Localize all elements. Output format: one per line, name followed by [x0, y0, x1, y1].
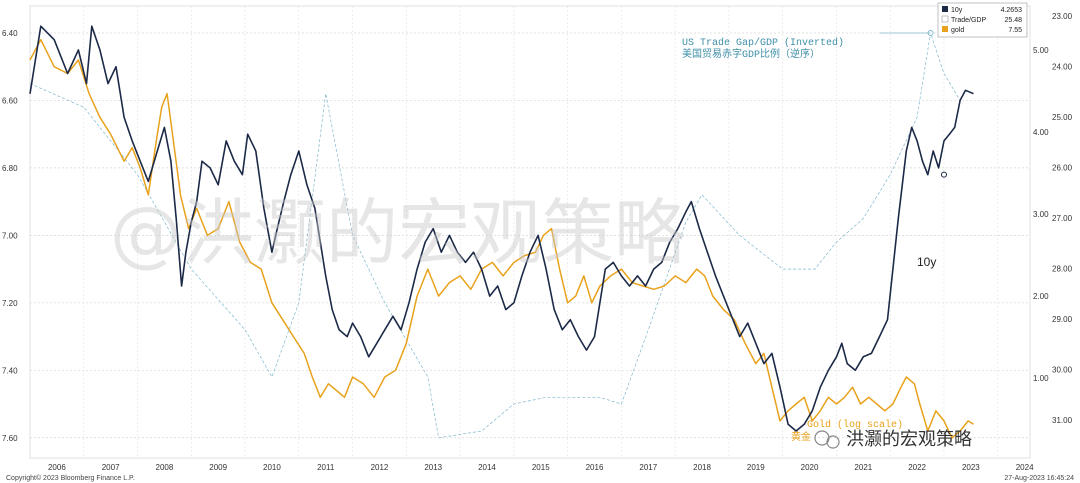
- legend-swatch-gold: [942, 26, 948, 32]
- x-tick-label: 2016: [586, 463, 604, 472]
- footer-timestamp: 27-Aug-2023 16:45:24: [1004, 475, 1074, 482]
- y-tick-left: 7.60: [2, 434, 18, 443]
- legend-value-gold: 7.55: [1008, 27, 1022, 34]
- legend-value-10y: 4.2653: [1001, 7, 1023, 14]
- y-tick-trade: 1.00: [1033, 374, 1049, 383]
- x-tick-label: 2007: [102, 463, 120, 472]
- y-tick-trade: 2.00: [1033, 292, 1049, 301]
- x-tick-label: 2022: [908, 463, 926, 472]
- x-tick-label: 2018: [693, 463, 711, 472]
- y-tick-trade: 4.00: [1033, 128, 1049, 137]
- x-tick-label: 2015: [532, 463, 550, 472]
- x-tick-label: 2012: [371, 463, 389, 472]
- legend-name-10y: 10y: [951, 7, 963, 14]
- x-tick-label: 2010: [263, 463, 281, 472]
- x-tick-label: 2008: [156, 463, 174, 472]
- legend-name-trade: Trade/GDP: [951, 17, 986, 24]
- gold-annotation-cn: 黄金: [791, 430, 811, 444]
- x-tick-label: 2023: [962, 463, 980, 472]
- legend-box: [937, 2, 1028, 38]
- y-tick-gold: 27.00: [1052, 214, 1073, 223]
- gold-annotation: Gold (log scale): [807, 419, 903, 431]
- wechat-icon-small: [826, 435, 840, 449]
- legend-value-trade: 25.48: [1004, 17, 1022, 24]
- x-tick-label: 2011: [317, 463, 335, 472]
- y-tick-left: 6.40: [2, 29, 18, 38]
- y-tick-left: 7.00: [2, 231, 18, 240]
- y-tick-trade: 3.00: [1033, 210, 1049, 219]
- trade-annotation-cn: 美国贸易赤字GDP比例（逆序）: [682, 47, 820, 61]
- legend-swatch-10y: [942, 6, 948, 12]
- y-tick-gold: 30.00: [1052, 366, 1073, 375]
- series-layer: [29, 25, 974, 439]
- series-line-10y: [29, 25, 974, 432]
- y-tick-gold: 25.00: [1052, 113, 1073, 122]
- series-line-gold: [29, 38, 974, 439]
- y-tick-gold: 24.00: [1052, 63, 1073, 72]
- y-tick-left: 6.80: [2, 164, 18, 173]
- y-tick-left: 6.60: [2, 96, 18, 105]
- wechat-watermark: 洪灏的宏观策略: [814, 429, 972, 450]
- watermark-text: @洪灏的宏观策略: [110, 191, 686, 275]
- y-tick-gold: 31.00: [1052, 416, 1073, 425]
- x-tick-label: 2019: [747, 463, 765, 472]
- legend: 10y 4.2653 Trade/GDP 25.48 gold 7.55: [937, 2, 1028, 38]
- wechat-text: 洪灏的宏观策略: [846, 429, 972, 450]
- series-line-trade-gdp: [29, 32, 961, 439]
- y-tick-left: 7.20: [2, 299, 18, 308]
- legend-name-gold: gold: [951, 27, 964, 34]
- x-tick-label: 2014: [478, 463, 496, 472]
- label-10y: 10y: [917, 255, 936, 269]
- y-tick-gold: 26.00: [1052, 164, 1073, 173]
- x-tick-label: 2017: [639, 463, 657, 472]
- y-tick-gold: 23.00: [1052, 12, 1073, 21]
- x-tick-label: 2006: [48, 463, 66, 472]
- x-tick-label: 2024: [1016, 463, 1034, 472]
- y-tick-left: 7.40: [2, 366, 18, 375]
- grid-layer: 6.40 6.60 6.80 7.00 7.20 7.40 7.60 5.00 4.00 3.00…: [2, 5, 1073, 472]
- x-tick-label: 2020: [801, 463, 819, 472]
- y-tick-gold: 29.00: [1052, 315, 1073, 324]
- y-tick-gold: 28.00: [1052, 265, 1073, 274]
- trade-annotation-en: US Trade Gap/GDP (Inverted): [682, 37, 844, 49]
- marker-10y: [940, 171, 947, 178]
- x-tick-label: 2009: [209, 463, 227, 472]
- footer-copyright: Copyright© 2023 Bloomberg Finance L.P.: [6, 474, 135, 482]
- x-tick-label: 2021: [854, 463, 872, 472]
- x-tick-label: 2013: [424, 463, 442, 472]
- legend-swatch-trade: [941, 15, 949, 23]
- y-tick-trade: 5.00: [1033, 46, 1049, 55]
